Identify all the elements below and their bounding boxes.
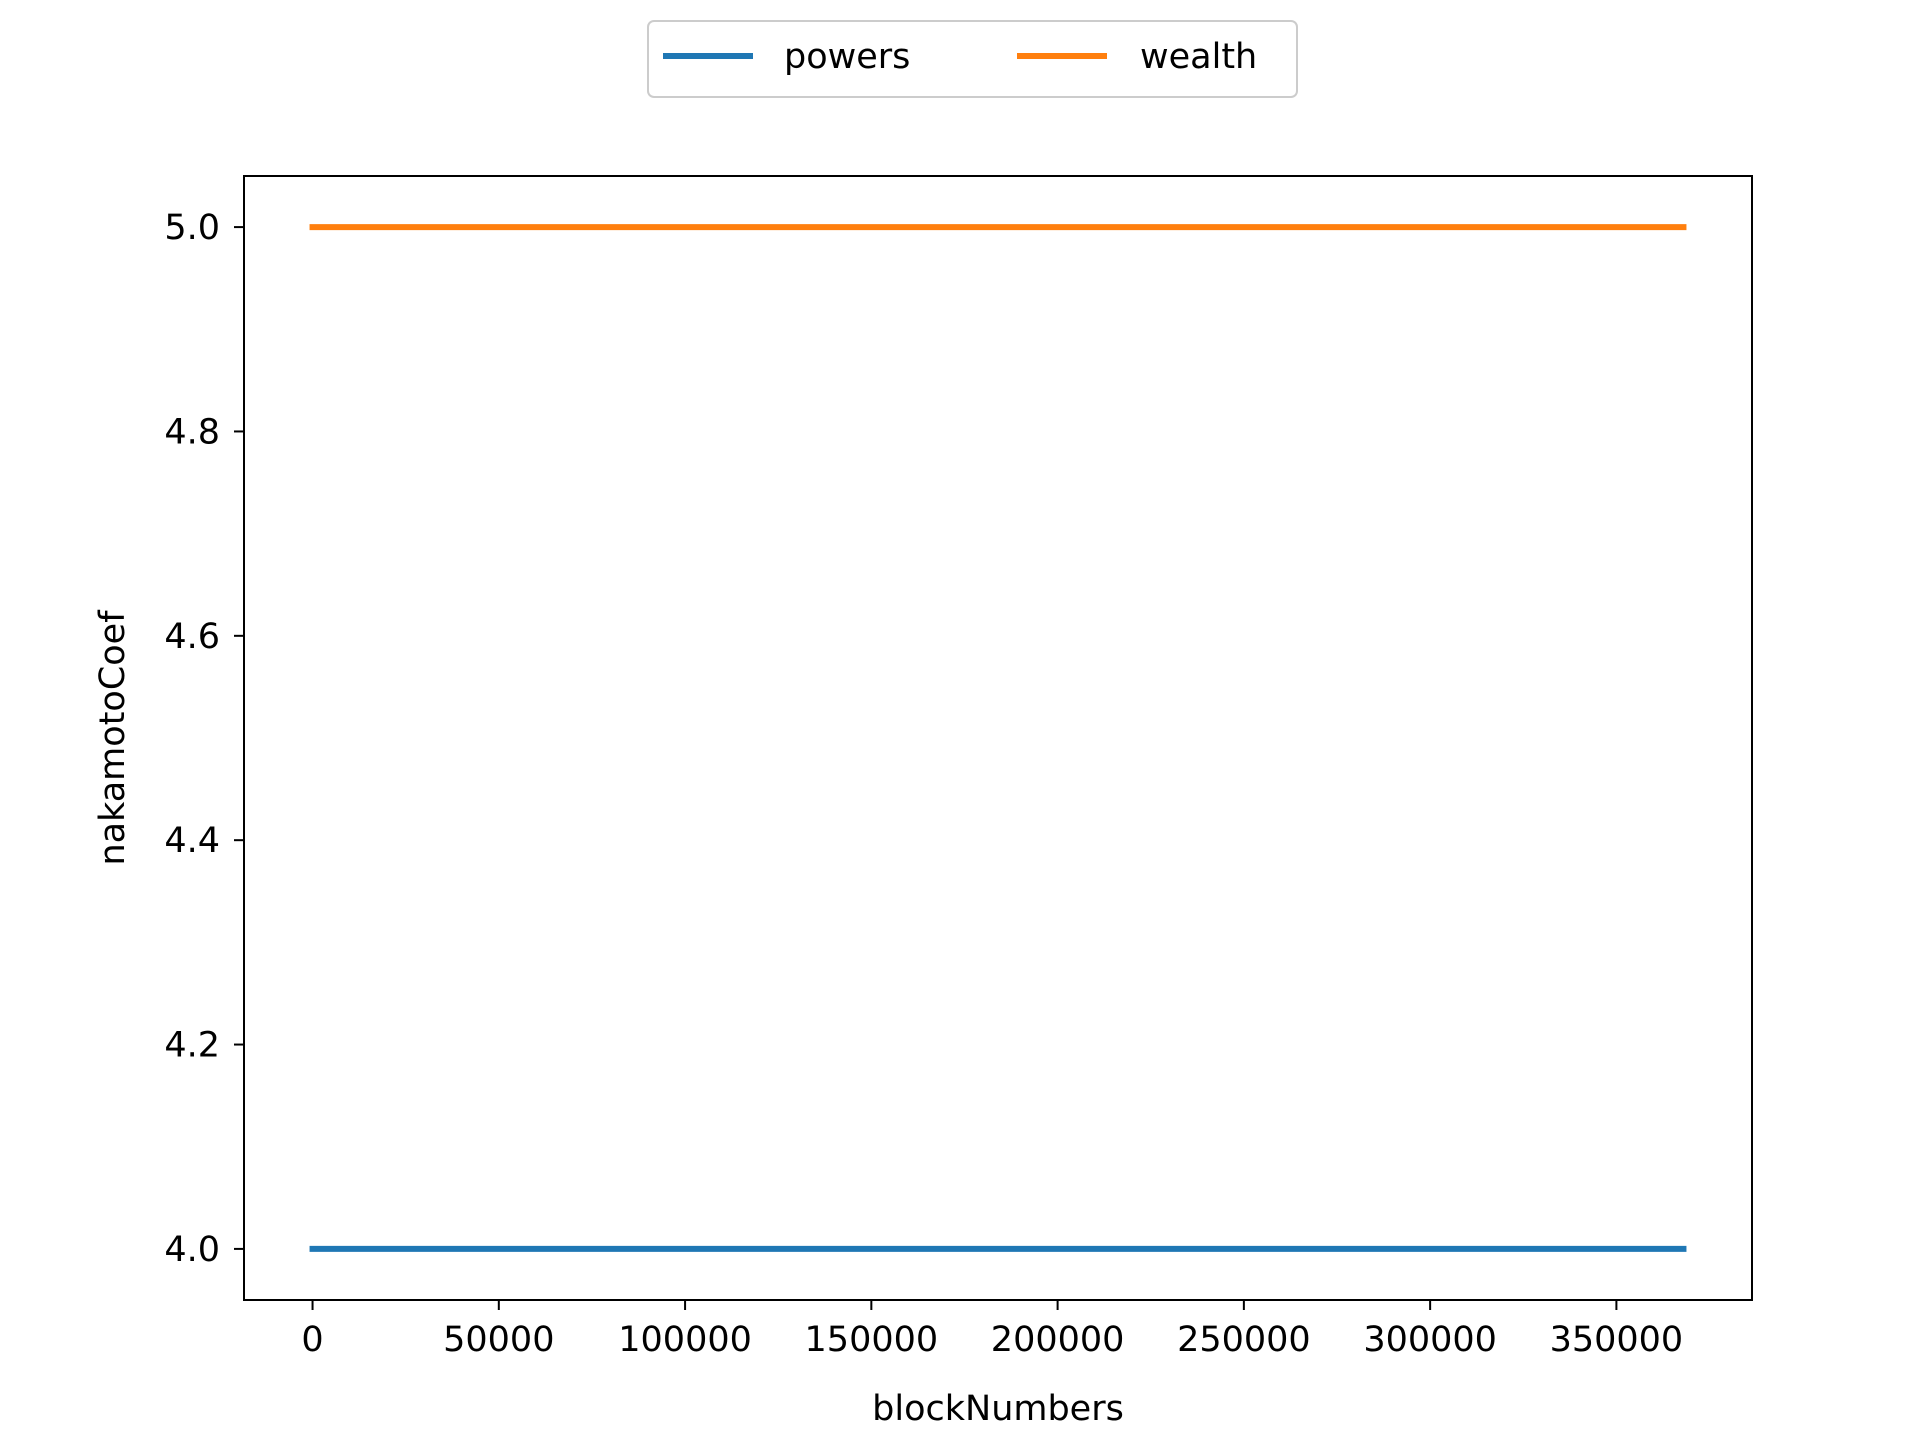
x-tick-label: 350000 xyxy=(1550,1320,1684,1360)
plot-frame xyxy=(243,175,1753,1301)
x-tick-label: 200000 xyxy=(991,1320,1125,1360)
y-tick-label: 4.6 xyxy=(164,617,220,657)
legend-label-wealth: wealth xyxy=(1140,37,1257,77)
x-tick-label: 0 xyxy=(301,1320,323,1360)
x-tick-label: 150000 xyxy=(805,1320,939,1360)
legend-label-powers: powers xyxy=(784,37,910,77)
x-tick-label: 250000 xyxy=(1177,1320,1311,1360)
y-axis-ticks: 4.0 4.2 4.4 4.6 4.8 5.0 xyxy=(164,208,244,1270)
x-tick-label: 300000 xyxy=(1363,1320,1497,1360)
x-axis-ticks: 0 50000 100000 150000 200000 250000 300000 3500… xyxy=(301,1300,1683,1360)
y-tick-label: 4.8 xyxy=(164,412,220,452)
legend-frame xyxy=(647,20,1298,98)
x-tick-label: 100000 xyxy=(618,1320,752,1360)
y-tick-label: 4.2 xyxy=(164,1026,220,1066)
y-axis-label: nakamotoCoef xyxy=(93,610,133,866)
series-layer xyxy=(309,224,1687,1252)
y-tick-label: 4.0 xyxy=(164,1230,220,1270)
x-tick-label: 50000 xyxy=(443,1320,554,1360)
legend: powers wealth xyxy=(647,20,1298,98)
x-axis-label: blockNumbers xyxy=(872,1389,1124,1429)
y-tick-label: 5.0 xyxy=(164,208,220,248)
y-tick-label: 4.4 xyxy=(164,821,220,861)
